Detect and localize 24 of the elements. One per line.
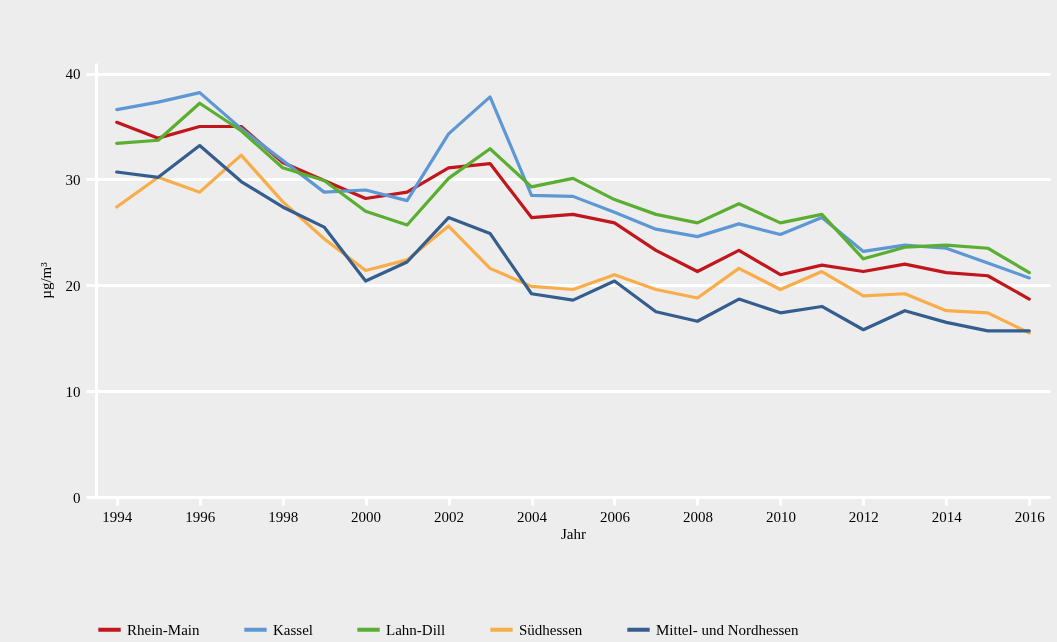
legend-label: Lahn-Dill xyxy=(386,621,446,638)
y-tick-label: 0 xyxy=(73,489,81,506)
x-tick-label: 2000 xyxy=(351,508,382,525)
legend-label: Rhein-Main xyxy=(127,621,200,638)
x-tick-label: 1998 xyxy=(268,508,299,525)
y-tick-label: 20 xyxy=(65,277,81,294)
x-tick-label: 1994 xyxy=(102,508,133,525)
x-tick-label: 2006 xyxy=(599,508,631,525)
x-tick-label: 2002 xyxy=(434,508,465,525)
y-axis-title: µg/m³ xyxy=(37,261,54,299)
y-tick-label: 10 xyxy=(65,383,81,400)
x-tick-label: 2008 xyxy=(682,508,713,525)
x-tick-label: 2012 xyxy=(848,508,879,525)
x-tick-label: 2004 xyxy=(517,508,548,525)
x-tick-label: 2016 xyxy=(1014,508,1046,525)
y-tick-label: 40 xyxy=(65,66,81,83)
x-tick-label: 2010 xyxy=(765,508,796,525)
x-tick-label: 2014 xyxy=(931,508,963,525)
legend-label: Kassel xyxy=(273,621,313,638)
x-tick-label: 1996 xyxy=(185,508,216,525)
legend-label: Südhessen xyxy=(519,621,583,638)
y-tick-label: 30 xyxy=(65,171,81,188)
legend-label: Mittel- und Nordhessen xyxy=(656,621,799,638)
x-axis-title: Jahr xyxy=(561,525,586,542)
